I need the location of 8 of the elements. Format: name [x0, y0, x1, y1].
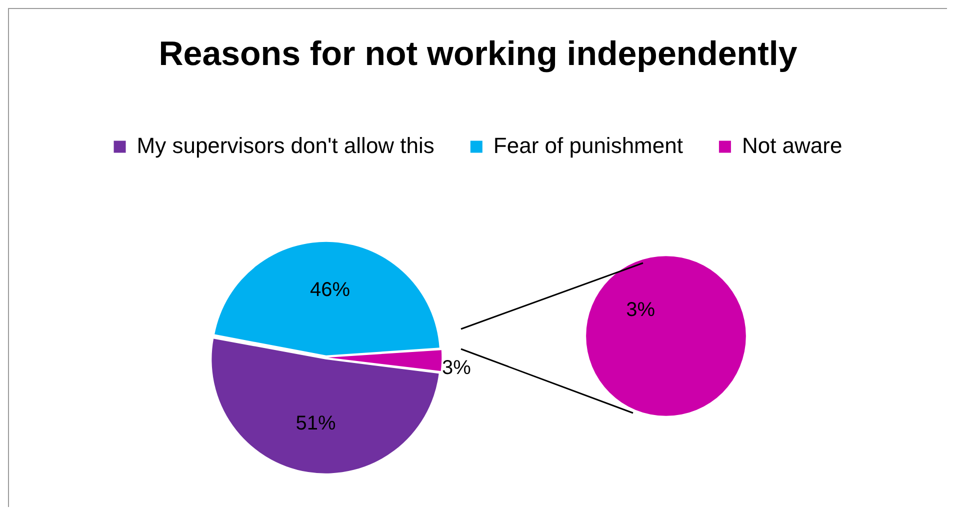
legend-label: My supervisors don't allow this: [136, 132, 434, 158]
chart-title: Reasons for not working independently: [158, 34, 798, 73]
legend-label: Not aware: [742, 132, 842, 158]
data-label: 51%: [296, 412, 336, 434]
data-label: 46%: [310, 278, 350, 301]
legend-label: Fear of punishment: [493, 132, 683, 158]
data-label: 3%: [442, 357, 472, 380]
data-label: 3%: [626, 299, 656, 322]
